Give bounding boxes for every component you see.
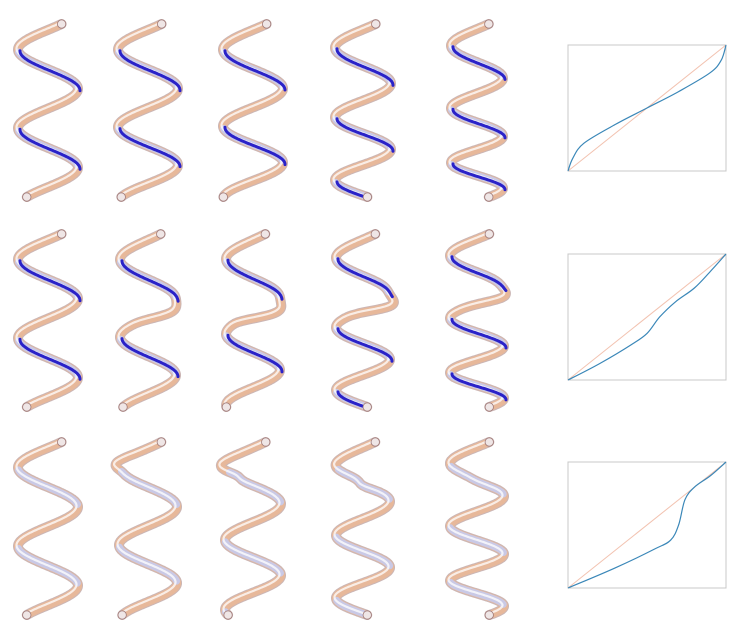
helix-tube-highlight <box>15 231 78 408</box>
figure-row-2 <box>13 229 727 412</box>
helix-blue-strand <box>18 337 82 381</box>
helix-tube-body <box>14 438 82 619</box>
helix-1-5 <box>446 19 508 202</box>
helix-end-cap-bottom <box>362 402 372 412</box>
helix-end-cap-bottom <box>484 610 494 620</box>
figure-rows <box>13 19 727 620</box>
helix-end-cap-top <box>370 229 380 239</box>
helix-blue-strand <box>451 162 507 192</box>
helix-blue-strand <box>451 45 507 81</box>
helix-end-cap-top <box>156 437 166 447</box>
helix-end-cap-bottom <box>22 402 32 412</box>
helix-1-2 <box>113 19 183 202</box>
helix-end-cap-bottom <box>362 192 372 202</box>
helix-blue-strand <box>335 47 395 87</box>
helix-2-2 <box>115 229 182 412</box>
helix-blue-strand <box>336 390 371 410</box>
helix-2-3 <box>221 229 287 412</box>
helix-tube-highlight <box>220 21 283 198</box>
helix-end-cap-top <box>484 19 494 29</box>
helix-end-cap-top <box>262 19 272 29</box>
helix-blue-strand <box>226 258 284 301</box>
helix-3-1 <box>13 437 83 620</box>
helix-tube-highlight <box>447 439 504 616</box>
helix-blue-strand <box>451 107 507 140</box>
helix-1-3 <box>218 19 288 202</box>
helix-end-cap-bottom <box>484 402 494 412</box>
helix-tube-highlight <box>15 439 78 616</box>
helix-blue-strand <box>450 317 508 350</box>
helix-end-cap-bottom <box>118 402 128 412</box>
plot-2 <box>567 253 727 381</box>
helix-tube-highlight <box>115 21 178 198</box>
helix-blue-strand <box>450 372 508 402</box>
helix-end-cap-top <box>260 229 270 239</box>
helix-2-4 <box>331 229 399 412</box>
helix-1-1 <box>13 19 83 202</box>
helix-end-cap-top <box>57 229 67 239</box>
helix-end-cap-top <box>261 437 271 447</box>
helix-blue-strand <box>18 127 82 171</box>
plot-curve <box>567 44 727 172</box>
helix-end-cap-top <box>156 229 166 239</box>
helix-blue-strand <box>18 259 82 303</box>
helix-end-cap-bottom <box>117 610 127 620</box>
helix-end-cap-bottom <box>362 610 372 620</box>
helix-blue-strand <box>18 49 82 93</box>
plot-3 <box>567 461 727 589</box>
helix-blue-strand <box>118 49 182 93</box>
helix-end-cap-top <box>371 19 381 29</box>
helix-end-cap-top <box>157 19 167 29</box>
helix-end-cap-bottom <box>484 192 494 202</box>
plot-curve <box>567 461 727 589</box>
helix-blue-strand <box>120 259 180 303</box>
helix-blue-strand <box>335 180 371 200</box>
helix-end-cap-bottom <box>22 610 32 620</box>
helix-tube-highlight <box>223 231 281 408</box>
helix-end-cap-bottom <box>116 192 126 202</box>
helix-end-cap-top <box>57 437 67 447</box>
plot-1 <box>567 44 727 172</box>
helix-blue-strand <box>335 117 395 153</box>
helix-end-cap-top <box>484 229 494 239</box>
helix-blue-strand <box>450 255 508 293</box>
helix-1-4 <box>330 19 396 202</box>
figure-row-1 <box>13 19 727 202</box>
helix-3-4 <box>330 437 395 620</box>
helix-tube-highlight <box>15 21 78 198</box>
helix-tube-body <box>14 20 82 201</box>
helix-blue-strand <box>223 49 287 92</box>
helix-tube-highlight <box>218 439 281 616</box>
helix-blue-strand <box>223 125 287 167</box>
helix-blue-strand <box>336 327 394 363</box>
helix-2-1 <box>13 229 83 412</box>
helix-3-3 <box>215 437 286 620</box>
plot-diagonal <box>567 253 727 381</box>
helix-blue-strand <box>118 127 182 169</box>
helix-blue-strand <box>336 257 394 299</box>
helix-end-cap-bottom <box>22 192 32 202</box>
helix-tube-body <box>14 230 82 411</box>
helix-end-cap-top <box>57 19 67 29</box>
helix-tube-highlight <box>333 439 390 616</box>
helix-end-cap-bottom <box>218 192 228 202</box>
helix-end-cap-bottom <box>221 402 231 412</box>
helix-end-cap-top <box>370 437 380 447</box>
helix-tube-highlight <box>113 439 177 616</box>
helix-3-2 <box>110 437 182 620</box>
helix-blue-strand <box>226 333 284 374</box>
helix-2-5 <box>445 229 511 412</box>
helix-blue-strand <box>120 337 180 379</box>
helix-tube-body <box>222 230 286 411</box>
helix-end-cap-bottom <box>223 610 233 620</box>
figure-row-3 <box>13 437 727 620</box>
helix-tube-highlight <box>117 231 177 408</box>
helix-tube-body <box>114 20 182 201</box>
helix-3-5 <box>445 437 509 620</box>
plot-curve <box>567 253 727 381</box>
helix-end-cap-top <box>484 437 494 447</box>
